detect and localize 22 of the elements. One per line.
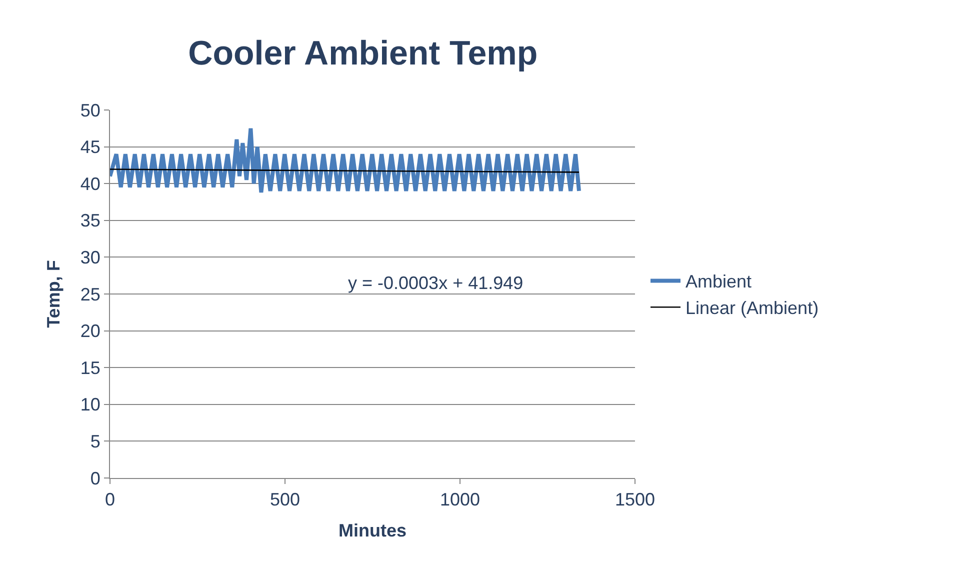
y-tick-label: 45	[80, 137, 100, 158]
y-tick-label: 50	[80, 100, 100, 120]
y-tick-label: 30	[80, 248, 100, 268]
y-axis-title: Temp, F	[44, 260, 64, 328]
y-tick-label: 5	[90, 432, 100, 452]
x-tick-label: 1000	[440, 490, 480, 510]
x-tick-label: 0	[104, 490, 116, 510]
y-tick-label: 25	[80, 284, 100, 304]
y-tick-label: 15	[80, 358, 100, 378]
line-series	[110, 126, 581, 194]
y-tick-label: 35	[80, 210, 100, 231]
chart-title: Cooler Ambient Temp	[188, 34, 538, 72]
y-tick-label: 40	[80, 174, 100, 194]
y-tick-label: 10	[80, 394, 100, 415]
legend-label: Linear (Ambient)	[686, 298, 819, 318]
legend-label: Ambient	[686, 272, 752, 292]
y-tick-label: 20	[80, 321, 100, 342]
x-tick-label: 500	[270, 490, 300, 510]
x-axis-title: Minutes	[338, 520, 407, 541]
annotation: y = -0.0003x + 41.949	[348, 273, 524, 293]
y-tick-label: 0	[90, 468, 100, 488]
x-tick-label: 1500	[614, 490, 656, 510]
